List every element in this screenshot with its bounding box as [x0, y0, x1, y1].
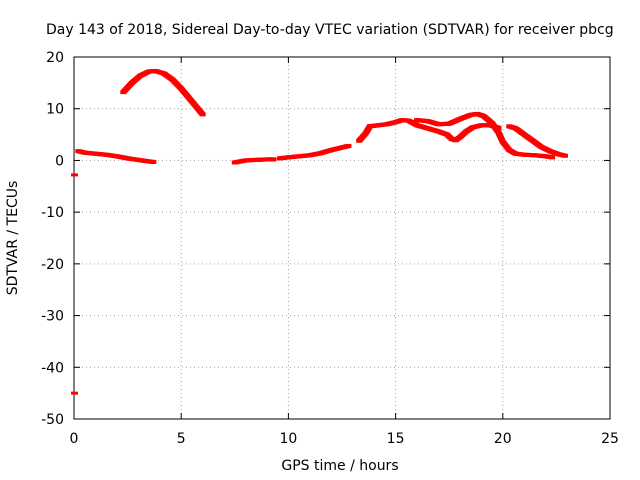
series-sat-d [120, 68, 206, 117]
series-sat-i [506, 124, 568, 158]
y-tick-label: 0 [55, 153, 64, 169]
data-point [549, 155, 556, 160]
data-point [345, 143, 352, 148]
series-sat-a [71, 173, 78, 177]
data-point [270, 157, 277, 162]
grid-lines [74, 57, 610, 419]
series-sat-e [231, 157, 277, 165]
y-tick-label: -50 [41, 412, 64, 428]
series-sat-b [71, 391, 78, 395]
y-tick-label: 10 [46, 102, 64, 118]
series-sat-f [276, 143, 352, 161]
plot-frame [73, 56, 611, 420]
x-tick-label: 20 [494, 431, 512, 447]
chart-title: Day 143 of 2018, Sidereal Day-to-day VTE… [46, 22, 614, 38]
x-tick-label: 15 [387, 431, 405, 447]
x-axis-label: GPS time / hours [281, 458, 398, 474]
series-sat-h [414, 111, 556, 160]
x-tick-label: 10 [279, 431, 297, 447]
y-axis-label: SDTVAR / TECUs [5, 181, 21, 296]
axis-ticks [73, 56, 611, 420]
y-tick-labels: -50 -40 -30 -20 -10 0 10 20 [41, 50, 64, 428]
x-tick-label: 0 [70, 431, 79, 447]
x-tick-label: 5 [177, 431, 186, 447]
data-point [71, 391, 78, 395]
data-point [71, 173, 78, 177]
data-point [150, 159, 157, 164]
y-tick-label: -40 [41, 360, 64, 376]
data-points [71, 68, 568, 395]
series-sat-c [75, 149, 157, 164]
y-tick-label: -20 [41, 257, 64, 273]
x-tick-labels: 0 5 10 15 20 25 [70, 431, 619, 447]
y-tick-label: 20 [46, 50, 64, 66]
data-point [561, 153, 568, 158]
x-tick-label: 25 [601, 431, 619, 447]
y-tick-label: -30 [41, 309, 64, 325]
data-point [199, 112, 206, 117]
y-tick-label: -10 [41, 205, 64, 221]
